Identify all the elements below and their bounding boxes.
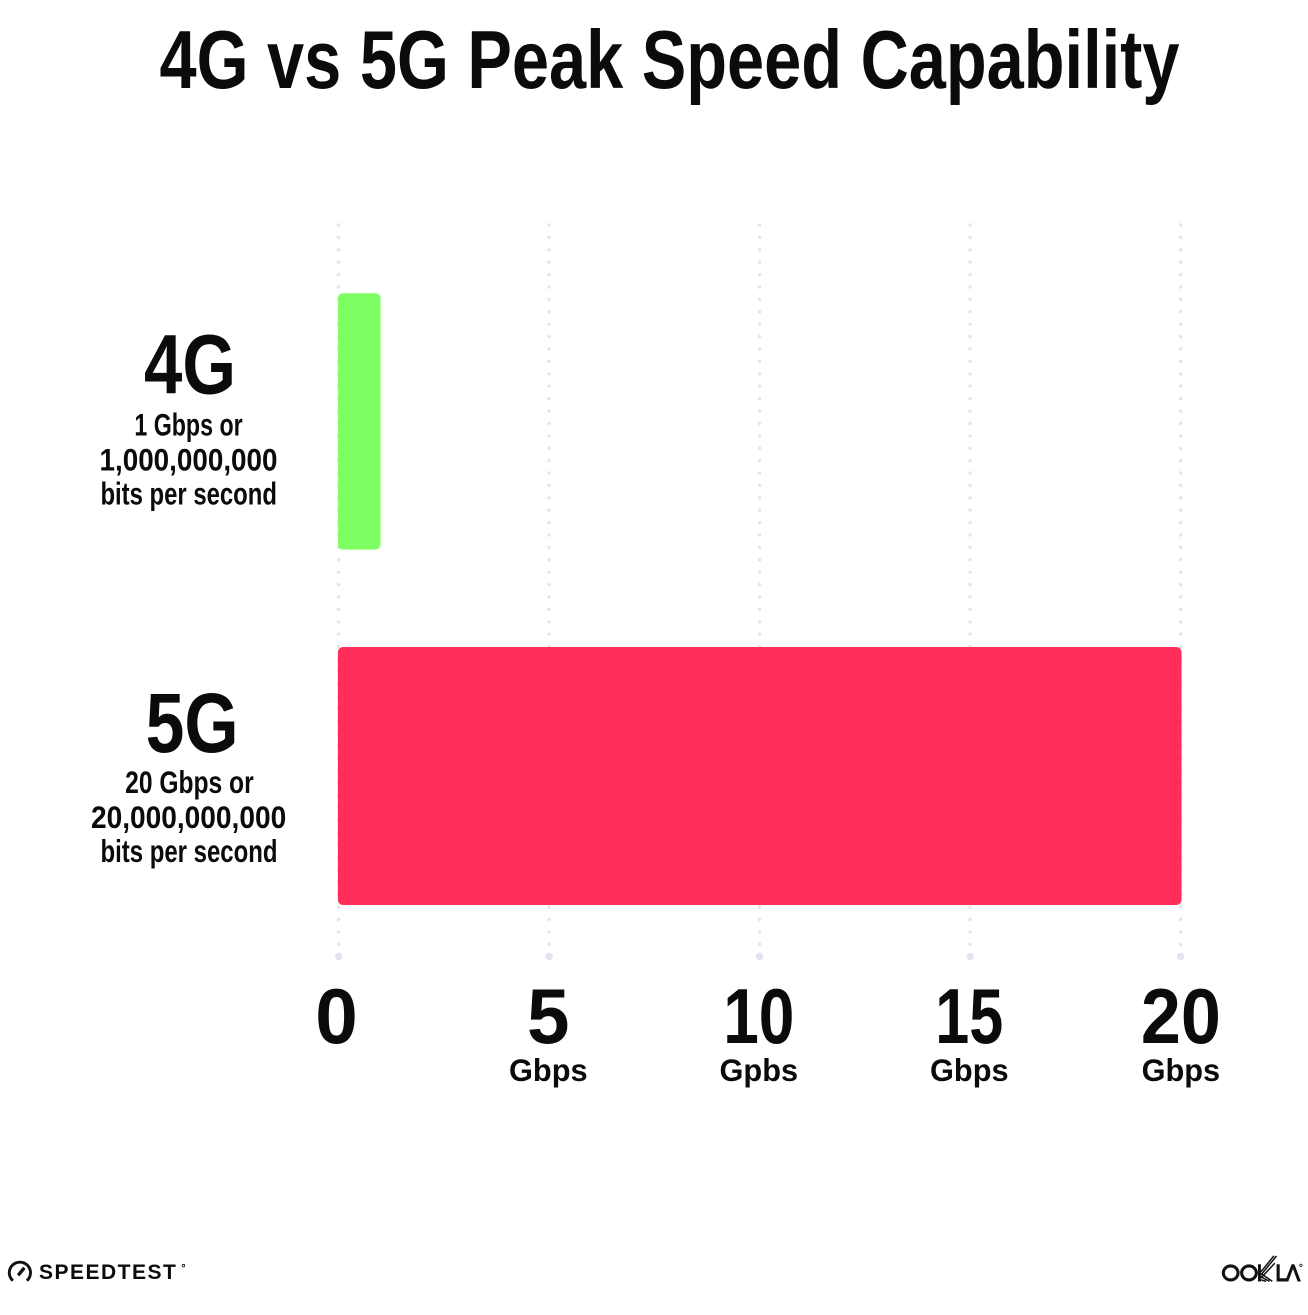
svg-text:15: 15 xyxy=(935,972,1003,1060)
svg-text:Gbps: Gbps xyxy=(509,1052,588,1088)
svg-text:Gbps: Gbps xyxy=(930,1052,1009,1088)
svg-text:20,000,000,000: 20,000,000,000 xyxy=(91,799,286,835)
svg-text:4G vs 5G Peak Speed Capability: 4G vs 5G Peak Speed Capability xyxy=(160,13,1180,106)
svg-text:5G: 5G xyxy=(146,676,239,770)
svg-text:20 Gbps or: 20 Gbps or xyxy=(125,764,254,800)
svg-text:bits per second: bits per second xyxy=(101,833,278,869)
svg-text:4G: 4G xyxy=(144,317,236,411)
svg-text:10: 10 xyxy=(723,972,794,1060)
svg-text:Gbps: Gbps xyxy=(1142,1052,1221,1088)
svg-text:0: 0 xyxy=(315,972,358,1060)
svg-text:1,000,000,000: 1,000,000,000 xyxy=(100,441,278,477)
svg-text:1 Gbps or: 1 Gbps or xyxy=(134,407,242,443)
svg-text:Gpbs: Gpbs xyxy=(720,1052,799,1088)
svg-text:5: 5 xyxy=(527,972,570,1060)
svg-text:SPEEDTEST: SPEEDTEST xyxy=(39,1261,178,1284)
svg-text:20: 20 xyxy=(1141,972,1221,1060)
svg-text:bits per second: bits per second xyxy=(100,476,277,512)
